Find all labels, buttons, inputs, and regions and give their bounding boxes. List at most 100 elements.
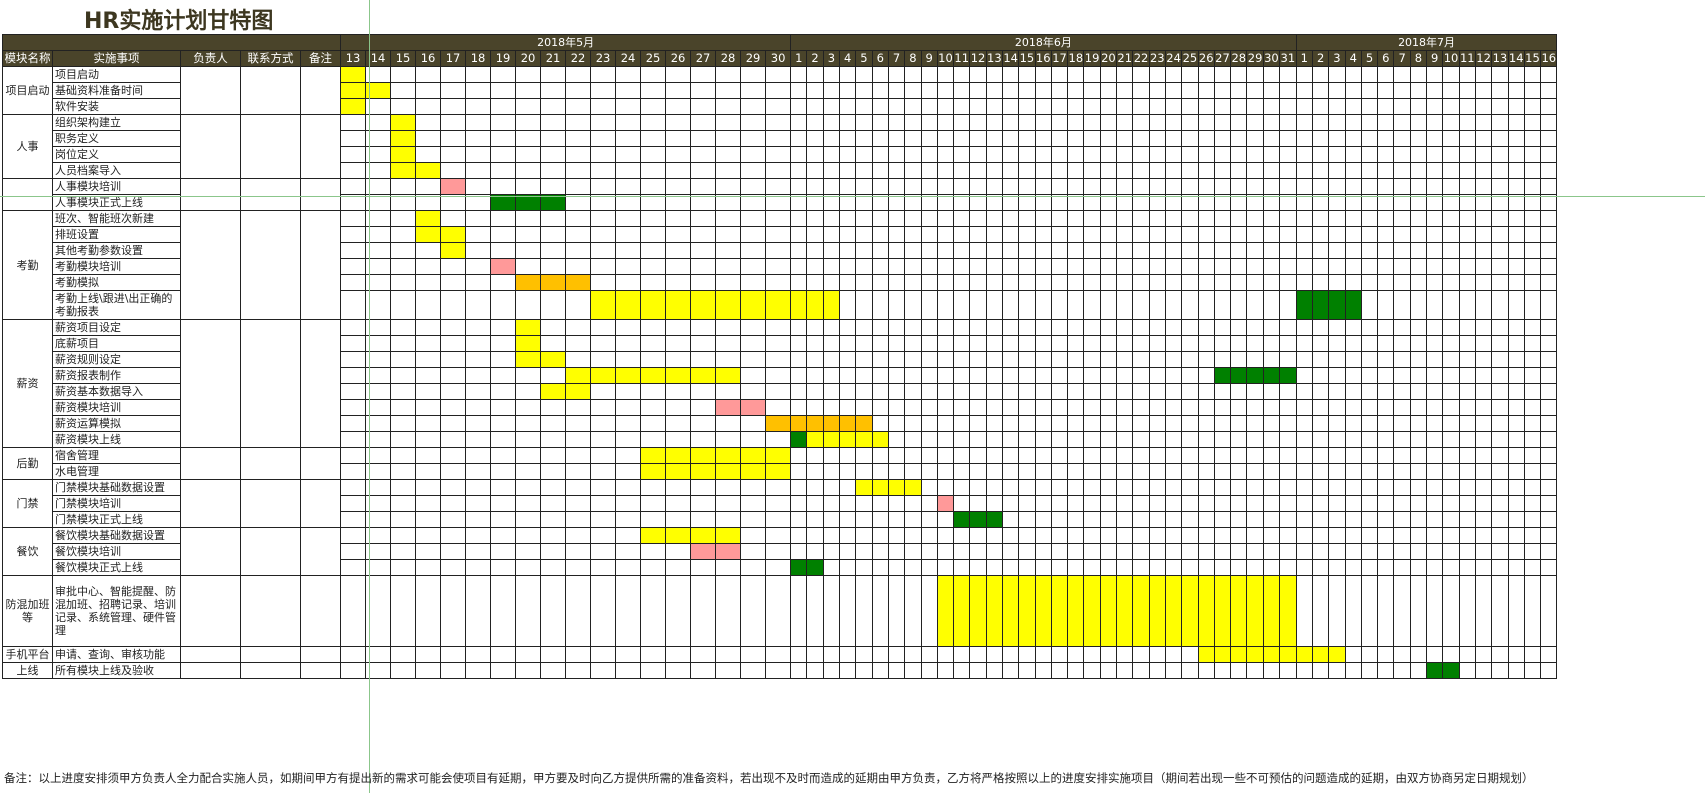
day-cell[interactable] xyxy=(665,114,692,131)
day-cell[interactable] xyxy=(1491,226,1509,243)
day-cell[interactable] xyxy=(640,335,667,352)
day-cell[interactable] xyxy=(665,662,692,679)
day-cell[interactable] xyxy=(1474,646,1493,663)
day-cell[interactable] xyxy=(1132,662,1150,679)
day-cell[interactable] xyxy=(1116,527,1134,544)
day-cell[interactable] xyxy=(1018,415,1036,432)
day-cell[interactable] xyxy=(1132,319,1150,336)
day-cell[interactable] xyxy=(540,463,567,480)
day-cell[interactable] xyxy=(565,178,592,195)
day-cell[interactable] xyxy=(839,367,857,384)
day-cell[interactable] xyxy=(953,66,971,83)
day-cell[interactable] xyxy=(1377,98,1395,115)
day-cell[interactable] xyxy=(969,415,987,432)
gantt-bar-cell[interactable] xyxy=(1246,575,1264,647)
day-cell[interactable] xyxy=(839,162,857,179)
day-cell[interactable] xyxy=(985,367,1003,384)
day-cell[interactable] xyxy=(465,178,492,195)
day-cell[interactable] xyxy=(1262,130,1281,147)
day-cell[interactable] xyxy=(1197,351,1215,368)
day-cell[interactable] xyxy=(1360,66,1379,83)
day-cell[interactable] xyxy=(1311,98,1330,115)
day-cell[interactable] xyxy=(665,543,692,560)
day-cell[interactable] xyxy=(1393,274,1411,291)
day-cell[interactable] xyxy=(1279,559,1297,576)
task-name-cell[interactable]: 底薪项目 xyxy=(52,335,181,352)
day-cell[interactable] xyxy=(740,575,767,647)
day-cell[interactable] xyxy=(1148,662,1166,679)
day-cell[interactable] xyxy=(1540,98,1558,115)
day-cell[interactable] xyxy=(1442,66,1460,83)
day-cell[interactable] xyxy=(1426,178,1444,195)
day-cell[interactable] xyxy=(1181,399,1199,416)
day-cell[interactable] xyxy=(765,130,792,147)
day-cell[interactable] xyxy=(1507,114,1525,131)
day-cell[interactable] xyxy=(1067,274,1085,291)
day-cell[interactable] xyxy=(904,210,922,227)
day-cell[interactable] xyxy=(1377,130,1395,147)
day-cell[interactable] xyxy=(969,662,987,679)
day-cell[interactable] xyxy=(1458,274,1476,291)
day-cell[interactable] xyxy=(340,543,367,560)
day-cell[interactable] xyxy=(590,162,617,179)
day-cell[interactable] xyxy=(1311,351,1330,368)
day-cell[interactable] xyxy=(1018,162,1036,179)
task-name-cell[interactable]: 排班设置 xyxy=(52,226,181,243)
day-cell[interactable] xyxy=(806,242,824,259)
day-cell[interactable] xyxy=(887,415,906,432)
day-cell[interactable] xyxy=(1442,399,1460,416)
gantt-bar-cell[interactable] xyxy=(390,146,417,163)
day-cell[interactable] xyxy=(822,82,841,99)
day-cell[interactable] xyxy=(1409,463,1428,480)
day-cell[interactable] xyxy=(1018,463,1036,480)
day-cell[interactable] xyxy=(887,130,906,147)
day-cell[interactable] xyxy=(390,447,417,464)
day-cell[interactable] xyxy=(1050,130,1069,147)
day-cell[interactable] xyxy=(855,447,873,464)
gantt-bar-cell[interactable] xyxy=(1067,575,1085,647)
day-cell[interactable] xyxy=(1523,479,1542,496)
gantt-bar-cell[interactable] xyxy=(1279,575,1297,647)
day-cell[interactable] xyxy=(690,559,717,576)
day-cell[interactable] xyxy=(490,367,517,384)
contact-cell[interactable] xyxy=(240,646,301,663)
day-cell[interactable] xyxy=(936,431,955,448)
remark-cell[interactable] xyxy=(299,575,342,647)
day-cell[interactable] xyxy=(540,258,567,275)
day-cell[interactable] xyxy=(615,447,642,464)
day-cell[interactable] xyxy=(969,335,987,352)
day-cell[interactable] xyxy=(1083,319,1101,336)
day-cell[interactable] xyxy=(1067,463,1085,480)
day-cell[interactable] xyxy=(936,351,955,368)
day-cell[interactable] xyxy=(1197,66,1215,83)
contact-cell[interactable] xyxy=(240,662,301,679)
day-cell[interactable] xyxy=(640,646,667,663)
gantt-bar-cell[interactable] xyxy=(790,431,808,448)
day-cell[interactable] xyxy=(839,319,857,336)
task-name-cell[interactable]: 薪资模块上线 xyxy=(52,431,181,448)
day-cell[interactable] xyxy=(1426,527,1444,544)
day-cell[interactable] xyxy=(1262,559,1281,576)
day-cell[interactable] xyxy=(565,646,592,663)
day-cell[interactable] xyxy=(1116,66,1134,83)
day-cell[interactable] xyxy=(1409,82,1428,99)
gantt-bar-cell[interactable] xyxy=(855,431,873,448)
day-cell[interactable] xyxy=(953,367,971,384)
day-cell[interactable] xyxy=(1491,431,1509,448)
day-cell[interactable] xyxy=(887,98,906,115)
day-cell[interactable] xyxy=(1426,146,1444,163)
day-cell[interactable] xyxy=(1246,162,1264,179)
day-cell[interactable] xyxy=(887,82,906,99)
gantt-bar-cell[interactable] xyxy=(340,98,367,115)
day-cell[interactable] xyxy=(1034,66,1052,83)
day-cell[interactable] xyxy=(1311,274,1330,291)
day-cell[interactable] xyxy=(1426,431,1444,448)
day-cell[interactable] xyxy=(920,351,938,368)
task-name-cell[interactable]: 班次、智能班次新建 xyxy=(52,210,181,227)
day-cell[interactable] xyxy=(1295,114,1313,131)
day-cell[interactable] xyxy=(390,242,417,259)
day-cell[interactable] xyxy=(822,383,841,400)
day-cell[interactable] xyxy=(1181,527,1199,544)
day-cell[interactable] xyxy=(1148,290,1166,320)
day-cell[interactable] xyxy=(936,82,955,99)
